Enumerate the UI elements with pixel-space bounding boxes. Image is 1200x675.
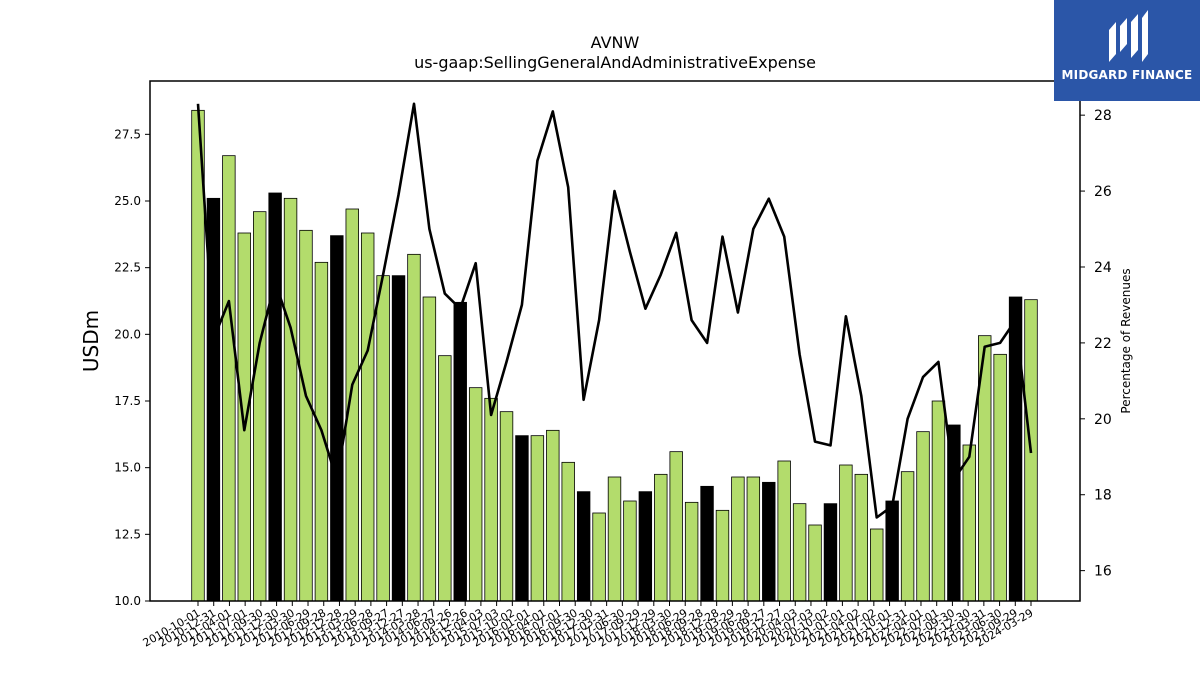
bar — [453, 301, 467, 602]
bar — [870, 528, 884, 602]
bar — [592, 512, 606, 602]
y-tick-label: 10.0 — [114, 594, 141, 608]
bar — [268, 192, 282, 602]
bar — [638, 491, 653, 602]
chart-title: AVNW — [591, 33, 640, 52]
bar — [530, 435, 545, 602]
y-axis-label: USDm — [79, 310, 103, 372]
bar — [484, 397, 498, 602]
y2-tick-label: 26 — [1094, 184, 1112, 200]
bar — [684, 501, 699, 602]
midgard-finance-logo-icon — [1109, 10, 1148, 62]
bar — [839, 464, 853, 602]
midgard-finance-logo: MIDGARD FINANCE — [1054, 0, 1200, 101]
bar-series — [191, 109, 1038, 602]
bar — [931, 400, 946, 602]
bar — [900, 471, 915, 602]
y-tick-label: 17.5 — [114, 394, 141, 408]
y-tick-label: 12.5 — [114, 527, 141, 541]
bar — [916, 431, 930, 602]
bar — [792, 503, 807, 602]
bar — [360, 232, 375, 602]
bar — [762, 481, 776, 602]
line-series — [196, 102, 1033, 519]
bar — [561, 461, 575, 602]
logo-wordmark: MIDGARD FINANCE — [1061, 68, 1193, 82]
bar — [777, 460, 791, 602]
bar — [422, 296, 437, 602]
y-tick-label: 15.0 — [114, 461, 141, 475]
bar — [808, 524, 822, 602]
y2-tick-label: 16 — [1094, 564, 1112, 580]
y-tick-label: 25.0 — [114, 194, 141, 208]
bar — [253, 211, 267, 602]
bar — [237, 232, 251, 602]
plot-frame — [149, 80, 1081, 602]
bar — [299, 229, 313, 602]
bar — [731, 476, 745, 602]
bar — [746, 476, 761, 602]
y-tick-label: 27.5 — [114, 127, 141, 141]
y2-tick-label: 28 — [1094, 108, 1112, 124]
bar — [222, 155, 236, 602]
bar — [515, 435, 529, 602]
bar — [993, 353, 1007, 602]
y2-axis-label: Percentage of Revenues — [1119, 268, 1133, 413]
chart-subtitle: us-gaap:SellingGeneralAndAdministrativeE… — [414, 53, 816, 72]
bar — [546, 429, 560, 602]
bar — [885, 500, 899, 602]
x-axis: 2010-10-012010-12-312011-04-012011-07-01… — [141, 601, 1036, 650]
bar — [962, 444, 976, 602]
bar — [391, 275, 406, 602]
y2-tick-label: 20 — [1094, 412, 1112, 428]
percentage-line — [196, 102, 1033, 519]
y2-tick-label: 18 — [1094, 488, 1112, 504]
bar — [330, 235, 344, 602]
bar — [468, 387, 483, 602]
bar — [823, 503, 838, 602]
y2-tick-label: 22 — [1094, 336, 1112, 352]
bar — [438, 355, 452, 602]
bar — [407, 253, 421, 602]
bar — [623, 500, 637, 602]
bar — [576, 491, 591, 602]
right-axis: 16 18 20 22 24 26 28 — [1080, 108, 1112, 580]
bar — [607, 476, 622, 602]
bar — [283, 197, 298, 602]
y-tick-label: 20.0 — [114, 327, 141, 341]
bar — [376, 275, 390, 602]
y-tick-label: 22.5 — [114, 261, 141, 275]
bar — [654, 473, 668, 602]
bar — [700, 485, 714, 602]
bar — [1008, 296, 1023, 602]
bar — [854, 473, 869, 602]
y2-tick-label: 24 — [1094, 260, 1112, 276]
bar — [669, 451, 683, 602]
bar — [715, 509, 730, 602]
bar — [499, 411, 514, 602]
left-axis: 10.0 12.5 15.0 17.5 20.0 22.5 25.0 27.5 — [114, 127, 150, 608]
